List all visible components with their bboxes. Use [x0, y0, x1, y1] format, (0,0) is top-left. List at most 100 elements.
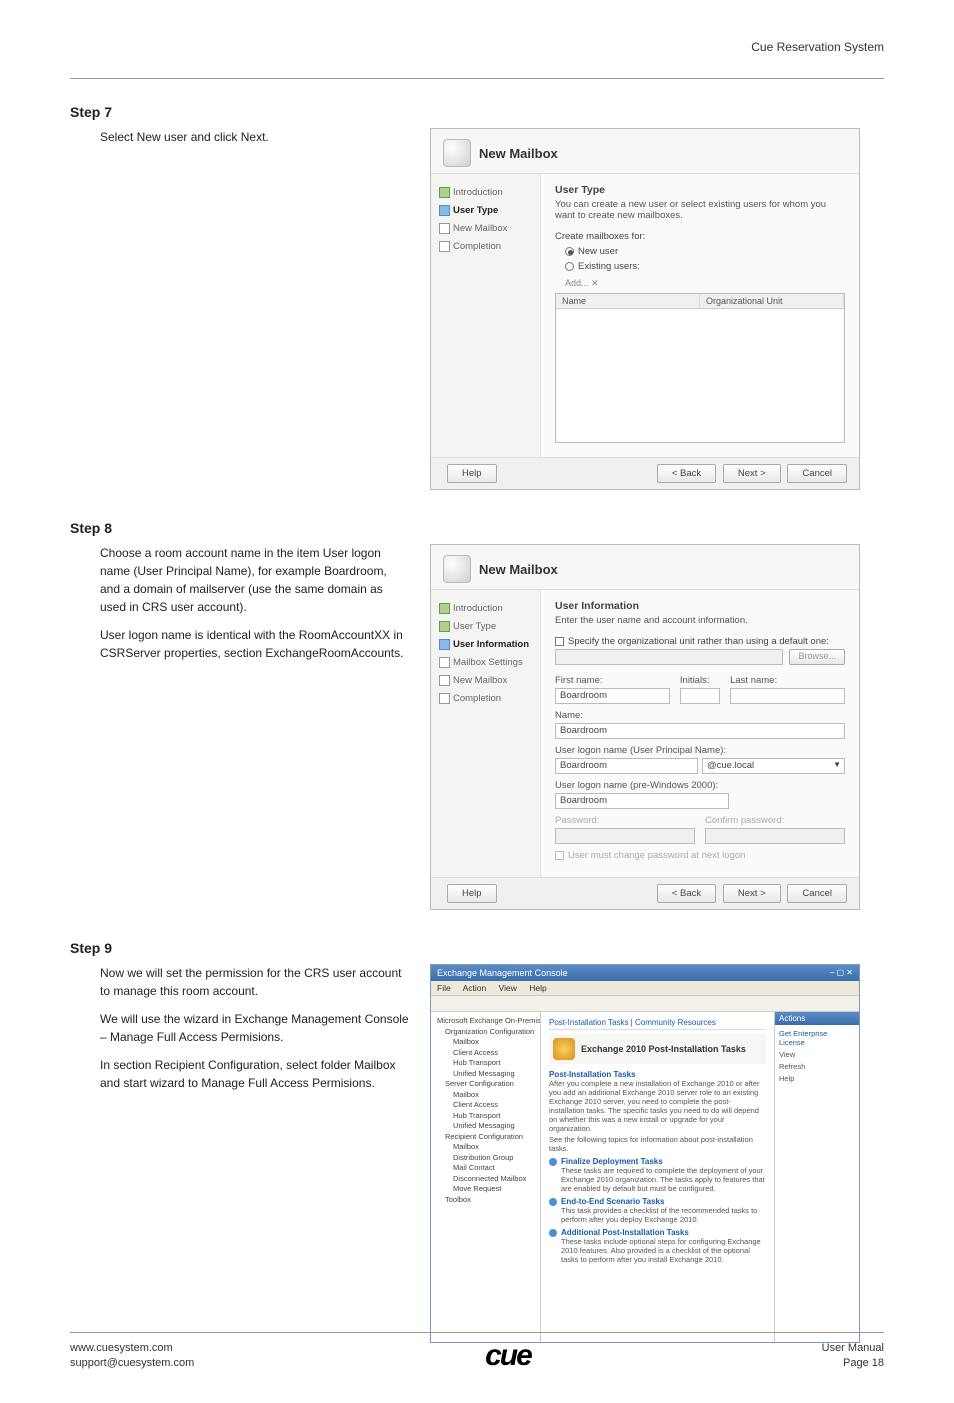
- finalize-heading[interactable]: Finalize Deployment Tasks: [561, 1157, 766, 1166]
- menu-view[interactable]: View: [499, 983, 517, 993]
- upn-domain-select[interactable]: @cue.local ▼: [702, 758, 845, 774]
- confirm-password-input: [705, 828, 845, 844]
- chevron-down-icon: ▼: [833, 760, 841, 769]
- grid-col-ou: Organizational Unit: [700, 294, 844, 308]
- banner-title: Exchange 2010 Post-Installation Tasks: [581, 1044, 746, 1054]
- tree-item[interactable]: Hub Transport: [435, 1058, 536, 1069]
- step7-title: Step 7: [70, 104, 884, 120]
- tree-item[interactable]: Server Configuration: [435, 1079, 536, 1090]
- specify-ou-check[interactable]: Specify the organizational unit rather t…: [555, 636, 845, 647]
- radio-label: New user: [578, 246, 618, 257]
- section-desc: You can create a new user or select exis…: [555, 199, 845, 221]
- checkbox-icon: [555, 851, 564, 860]
- mmc-menubar[interactable]: File Action View Help: [431, 981, 859, 996]
- end2end-body: This task provides a checklist of the re…: [561, 1206, 766, 1224]
- window-controls[interactable]: – ▢ ✕: [830, 968, 853, 978]
- help-button[interactable]: Help: [447, 884, 497, 903]
- action-item[interactable]: Help: [779, 1074, 855, 1083]
- nav-item[interactable]: Introduction: [439, 600, 532, 617]
- tree-item[interactable]: Recipient Configuration: [435, 1132, 536, 1143]
- first-name-input[interactable]: Boardroom: [555, 688, 670, 704]
- last-name-input[interactable]: [730, 688, 845, 704]
- tree-item[interactable]: Disconnected Mailbox: [435, 1174, 536, 1185]
- post-install-heading: Post-Installation Tasks: [549, 1070, 766, 1079]
- pre2000-label: User logon name (pre-Windows 2000):: [555, 780, 845, 791]
- menu-action[interactable]: Action: [463, 983, 487, 993]
- step7-block: Step 7 Select New user and click Next. N…: [70, 104, 884, 490]
- ou-input: [555, 649, 783, 665]
- section-desc: Enter the user name and account informat…: [555, 615, 845, 626]
- menu-help[interactable]: Help: [529, 983, 546, 993]
- back-button[interactable]: < Back: [657, 464, 716, 483]
- initials-input[interactable]: [680, 688, 720, 704]
- addtasks-heading[interactable]: Additional Post-Installation Tasks: [561, 1228, 766, 1237]
- header-product-name: Cue Reservation System: [70, 40, 884, 58]
- nav-item[interactable]: Mailbox Settings: [439, 654, 532, 671]
- tree-item[interactable]: Mailbox: [435, 1037, 536, 1048]
- step7-wizard-nav: Introduction User Type New Mailbox Compl…: [431, 174, 541, 457]
- tree-item[interactable]: Client Access: [435, 1048, 536, 1059]
- cancel-button[interactable]: Cancel: [787, 464, 847, 483]
- name-input[interactable]: Boardroom: [555, 723, 845, 739]
- first-name-label: First name:: [555, 675, 670, 686]
- password-input: [555, 828, 695, 844]
- wizard-icon: [443, 555, 471, 583]
- tree-item[interactable]: Toolbox: [435, 1195, 536, 1206]
- footer-manual: User Manual: [822, 1341, 884, 1356]
- footer-email: support@cuesystem.com: [70, 1356, 194, 1371]
- menu-file[interactable]: File: [437, 983, 451, 993]
- action-item[interactable]: Get Enterprise License: [779, 1029, 855, 1047]
- upn-domain-value: @cue.local: [707, 760, 754, 771]
- next-button[interactable]: Next >: [723, 464, 781, 483]
- pre2000-input[interactable]: Boardroom: [555, 793, 729, 809]
- add-remove-toolbar: Add... ✕: [565, 278, 845, 289]
- back-button[interactable]: < Back: [657, 884, 716, 903]
- nav-item[interactable]: New Mailbox: [439, 672, 532, 689]
- radio-new-user[interactable]: New user: [565, 246, 845, 257]
- check-label: Specify the organizational unit rather t…: [568, 636, 829, 647]
- info-icon: [549, 1158, 557, 1166]
- nav-item[interactable]: User Information: [439, 636, 532, 653]
- next-button[interactable]: Next >: [723, 884, 781, 903]
- nav-item[interactable]: Introduction: [439, 184, 532, 201]
- footer-page: Page 18: [822, 1356, 884, 1371]
- step8-dialog: New Mailbox Introduction User Type User …: [430, 544, 860, 910]
- mmc-tabs[interactable]: Post-Installation Tasks | Community Reso…: [549, 1018, 766, 1030]
- tree-item[interactable]: Move Request: [435, 1184, 536, 1195]
- nav-item[interactable]: User Type: [439, 202, 532, 219]
- end2end-heading[interactable]: End-to-End Scenario Tasks: [561, 1197, 766, 1206]
- mmc-toolbar: [431, 996, 859, 1012]
- tree-item[interactable]: Distribution Group: [435, 1153, 536, 1164]
- header-rule: [70, 78, 884, 79]
- nav-item[interactable]: Completion: [439, 690, 532, 707]
- footer-logo: cue: [485, 1339, 531, 1373]
- tree-item[interactable]: Mail Contact: [435, 1163, 536, 1174]
- footer-url: www.cuesystem.com: [70, 1341, 194, 1356]
- users-grid: Name Organizational Unit: [555, 293, 845, 443]
- tree-item[interactable]: Unified Messaging: [435, 1121, 536, 1132]
- tree-item[interactable]: Organization Configuration: [435, 1027, 536, 1038]
- tree-item[interactable]: Unified Messaging: [435, 1069, 536, 1080]
- nav-item[interactable]: New Mailbox: [439, 220, 532, 237]
- step7-dialog: New Mailbox Introduction User Type New M…: [430, 128, 860, 490]
- info-icon: [549, 1198, 557, 1206]
- tree-item[interactable]: Mailbox: [435, 1142, 536, 1153]
- radio-existing-users[interactable]: Existing users:: [565, 261, 845, 272]
- tree-item[interactable]: Client Access: [435, 1100, 536, 1111]
- help-button[interactable]: Help: [447, 464, 497, 483]
- upn-input[interactable]: Boardroom: [555, 758, 698, 774]
- section-title: User Type: [555, 184, 845, 196]
- check-label: User must change password at next logon: [568, 850, 745, 861]
- tree-item[interactable]: Mailbox: [435, 1090, 536, 1101]
- action-item[interactable]: View: [779, 1050, 855, 1059]
- nav-item[interactable]: Completion: [439, 238, 532, 255]
- cancel-button[interactable]: Cancel: [787, 884, 847, 903]
- browse-button[interactable]: Browse...: [789, 649, 845, 665]
- tree-item[interactable]: Microsoft Exchange On-Premises: [435, 1016, 536, 1027]
- step8-wizard-nav: Introduction User Type User Information …: [431, 590, 541, 877]
- footer-rule: [70, 1332, 884, 1333]
- action-item[interactable]: Refresh: [779, 1062, 855, 1071]
- nav-item[interactable]: User Type: [439, 618, 532, 635]
- mmc-tree[interactable]: Microsoft Exchange On-Premises Organizat…: [431, 1012, 541, 1342]
- tree-item[interactable]: Hub Transport: [435, 1111, 536, 1122]
